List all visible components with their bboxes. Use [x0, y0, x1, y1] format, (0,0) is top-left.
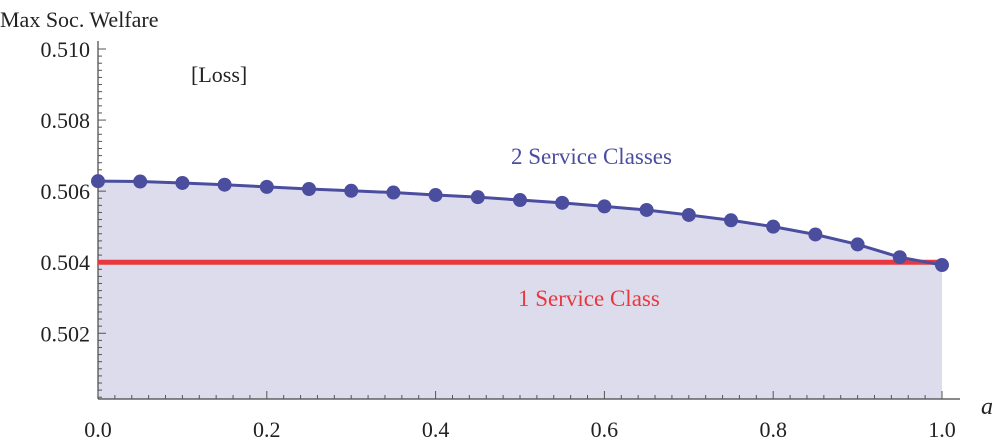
two-service-classes-point	[428, 188, 443, 203]
x-tick-label: 0.2	[253, 417, 281, 442]
series-label-one-class: 1 Service Class	[518, 286, 660, 311]
two-service-classes-point	[513, 193, 527, 208]
two-service-classes-point	[133, 174, 148, 189]
text-layer: Max Soc. Welfare a [Loss] 2 Service Clas…	[0, 7, 993, 420]
series-label-two-classes: 2 Service Classes	[511, 144, 672, 169]
two-service-classes-point	[808, 227, 823, 242]
y-tick-label: 0.508	[41, 108, 91, 133]
x-tick-label: 0.0	[84, 417, 112, 442]
area-under-curve	[98, 181, 942, 399]
two-service-classes-point	[555, 195, 570, 210]
x-tick-label: 0.6	[591, 417, 619, 442]
y-tick-label: 0.510	[41, 37, 91, 62]
two-service-classes-point	[302, 182, 316, 196]
two-service-classes-point	[892, 250, 907, 265]
y-axis-label: Max Soc. Welfare	[0, 7, 159, 32]
y-tick-label: 0.502	[41, 321, 91, 346]
x-axis-label: a	[981, 394, 993, 420]
two-service-classes-point	[470, 190, 485, 205]
two-service-classes-point	[681, 207, 696, 222]
two-service-classes-point	[935, 258, 949, 273]
two-service-classes-point	[175, 175, 190, 190]
two-service-classes-point	[724, 213, 738, 228]
two-service-classes-point	[766, 219, 781, 234]
panel-label: [Loss]	[191, 62, 247, 87]
two-service-classes-point	[259, 179, 274, 194]
two-service-classes-point	[91, 174, 105, 189]
x-tick-label: 0.4	[422, 417, 450, 442]
two-service-classes-point	[217, 177, 232, 192]
axes-layer: 0.0 0.2 0.4 0.6 0.8 1.0 0.502 0.504 0.506 0.508 0.…	[41, 37, 960, 442]
two-service-classes-point	[639, 202, 654, 217]
two-service-classes-point	[344, 183, 359, 198]
series-layer	[91, 174, 949, 273]
y-tick-label: 0.504	[41, 250, 91, 275]
two-service-classes-point	[850, 237, 865, 252]
x-tick-label: 1.0	[928, 417, 956, 442]
two-service-classes-point	[597, 199, 612, 214]
x-tick-label: 0.8	[759, 417, 787, 442]
y-tick-label: 0.506	[41, 179, 91, 204]
area-fill-layer	[98, 181, 942, 399]
two-service-classes-point	[386, 185, 401, 200]
